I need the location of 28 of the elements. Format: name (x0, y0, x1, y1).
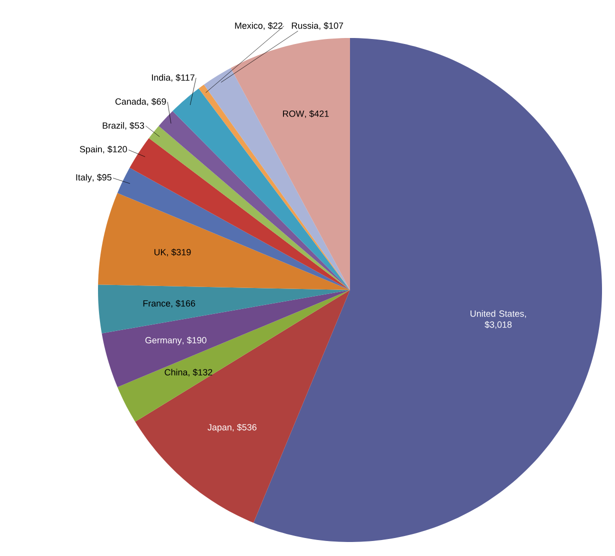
data-label: , $190 (182, 336, 206, 344)
slice-label: UK (154, 249, 166, 256)
data-label: , $53 (125, 122, 144, 130)
data-label: , $319 (167, 248, 191, 256)
slice-label: Japan (208, 424, 232, 432)
data-label: , $536 (232, 424, 256, 432)
slice-label: Brazil (102, 122, 124, 129)
data-label: , $22 (264, 22, 282, 30)
slice-label: India (152, 74, 171, 81)
slice-label: China (164, 368, 188, 376)
slice-label: France (143, 300, 170, 307)
data-label: , $132 (188, 368, 212, 377)
slice-label: Spain (80, 146, 102, 154)
slice-label: ROW (283, 110, 304, 117)
slice-label: Italy (76, 174, 92, 182)
slice-label: Germany (145, 337, 182, 346)
data-label: , $107 (319, 22, 344, 30)
data-label: , $69 (147, 98, 166, 106)
slice-label: Russia (292, 22, 319, 29)
data-label: , $166 (171, 300, 196, 308)
data-label: , $421 (305, 110, 329, 118)
slice-label: Mexico (235, 22, 262, 29)
text: , $3,018 (484, 316, 526, 329)
data-label: , $95 (92, 174, 112, 182)
slice-label: United States (470, 310, 524, 317)
data-label: , $120 (103, 146, 127, 154)
data-label: , $117 (171, 74, 194, 82)
slice-label: Canada (115, 98, 146, 105)
